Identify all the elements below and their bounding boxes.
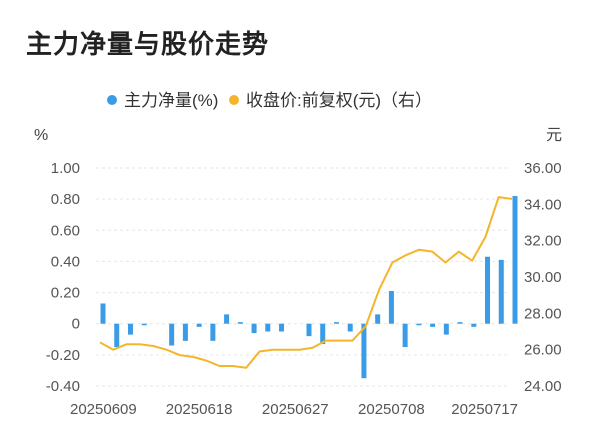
bar [182, 323, 188, 341]
bar [416, 323, 422, 326]
bar [141, 323, 147, 326]
left-axis: %1.00 0.80 0.60 0.40 0.20 0 -0.20 -0.40 [34, 127, 80, 395]
bar [251, 323, 257, 334]
bar [333, 322, 339, 324]
x-tick-label: 20250717 [451, 401, 518, 418]
right-tick-label: 28.00 [524, 305, 562, 322]
legend-marker-1 [107, 95, 117, 105]
left-tick-label: 0.80 [51, 191, 80, 208]
right-axis: 元 36.00 34.00 32.00 30.00 28.00 26.00 24.00 [524, 127, 562, 395]
bar [210, 323, 216, 341]
bar [196, 323, 202, 327]
bar [237, 322, 243, 324]
bar [114, 323, 120, 348]
bar [402, 323, 408, 348]
right-tick-label: 34.00 [524, 196, 562, 213]
right-tick-label: 30.00 [524, 269, 562, 286]
bar [430, 323, 436, 327]
bar [279, 323, 285, 332]
chart-title: 主力净量与股价走势 [26, 29, 270, 59]
bar [347, 323, 353, 332]
right-tick-label: 36.00 [524, 160, 562, 177]
legend-marker-2 [229, 95, 239, 105]
bar [471, 323, 477, 327]
price-line [99, 196, 513, 369]
left-tick-label: 1.00 [51, 160, 80, 177]
bar [375, 314, 381, 324]
bar [457, 322, 463, 324]
x-tick-label: 20250609 [70, 401, 137, 418]
right-axis-unit: 元 [546, 127, 562, 144]
x-tick-label: 20250708 [358, 401, 425, 418]
left-tick-label: 0.40 [51, 253, 80, 270]
right-tick-label: 32.00 [524, 233, 562, 250]
left-tick-label: 0.20 [51, 285, 80, 302]
line-series [99, 196, 513, 369]
bar [127, 323, 133, 335]
left-tick-label: 0 [72, 316, 80, 333]
bar [361, 323, 367, 379]
bar [224, 314, 230, 324]
gridlines [96, 167, 508, 387]
x-tick-label: 20250627 [262, 401, 329, 418]
x-tick-label: 20250618 [166, 401, 233, 418]
right-tick-label: 26.00 [524, 342, 562, 359]
right-tick-label: 24.00 [524, 378, 562, 395]
left-axis-unit: % [34, 127, 48, 144]
x-axis: 20250609 20250618 20250627 20250708 20250717 [70, 401, 518, 418]
bar [443, 323, 449, 335]
legend-label-2: 收盘价:前复权(元)（右） [246, 91, 432, 110]
left-tick-label: -0.20 [46, 347, 80, 364]
bar [100, 303, 106, 324]
left-tick-label: 0.60 [51, 222, 80, 239]
bar [320, 323, 326, 344]
bar [388, 291, 394, 324]
bar [306, 323, 312, 337]
left-tick-label: -0.40 [46, 378, 80, 395]
bar [265, 323, 271, 332]
bar [169, 323, 175, 346]
bar [498, 259, 504, 324]
bar [485, 256, 491, 324]
legend-label-1: 主力净量(%) [124, 91, 218, 110]
legend: 主力净量(%) 收盘价:前复权(元)（右） [107, 91, 432, 110]
bar [512, 196, 518, 324]
bar-series [100, 196, 518, 379]
